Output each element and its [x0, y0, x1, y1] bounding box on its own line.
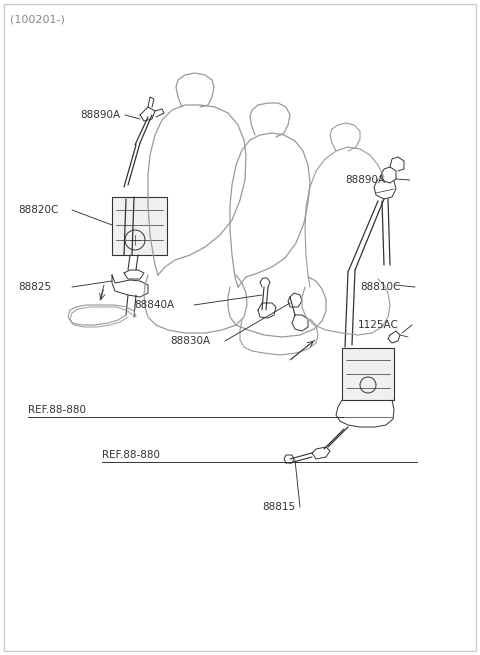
- Text: 88810C: 88810C: [360, 282, 400, 292]
- FancyBboxPatch shape: [112, 197, 167, 255]
- Text: (100201-): (100201-): [10, 15, 65, 25]
- Text: 88890A: 88890A: [345, 175, 385, 185]
- Text: REF.88-880: REF.88-880: [102, 450, 160, 460]
- Text: 88820C: 88820C: [18, 205, 59, 215]
- Text: 88890A: 88890A: [80, 110, 120, 120]
- Text: 88840A: 88840A: [134, 300, 174, 310]
- Text: 1125AC: 1125AC: [358, 320, 399, 330]
- Text: REF.88-880: REF.88-880: [28, 405, 86, 415]
- Text: 88830A: 88830A: [170, 336, 210, 346]
- FancyBboxPatch shape: [342, 348, 394, 400]
- Text: 88815: 88815: [262, 502, 295, 512]
- Text: 88825: 88825: [18, 282, 51, 292]
